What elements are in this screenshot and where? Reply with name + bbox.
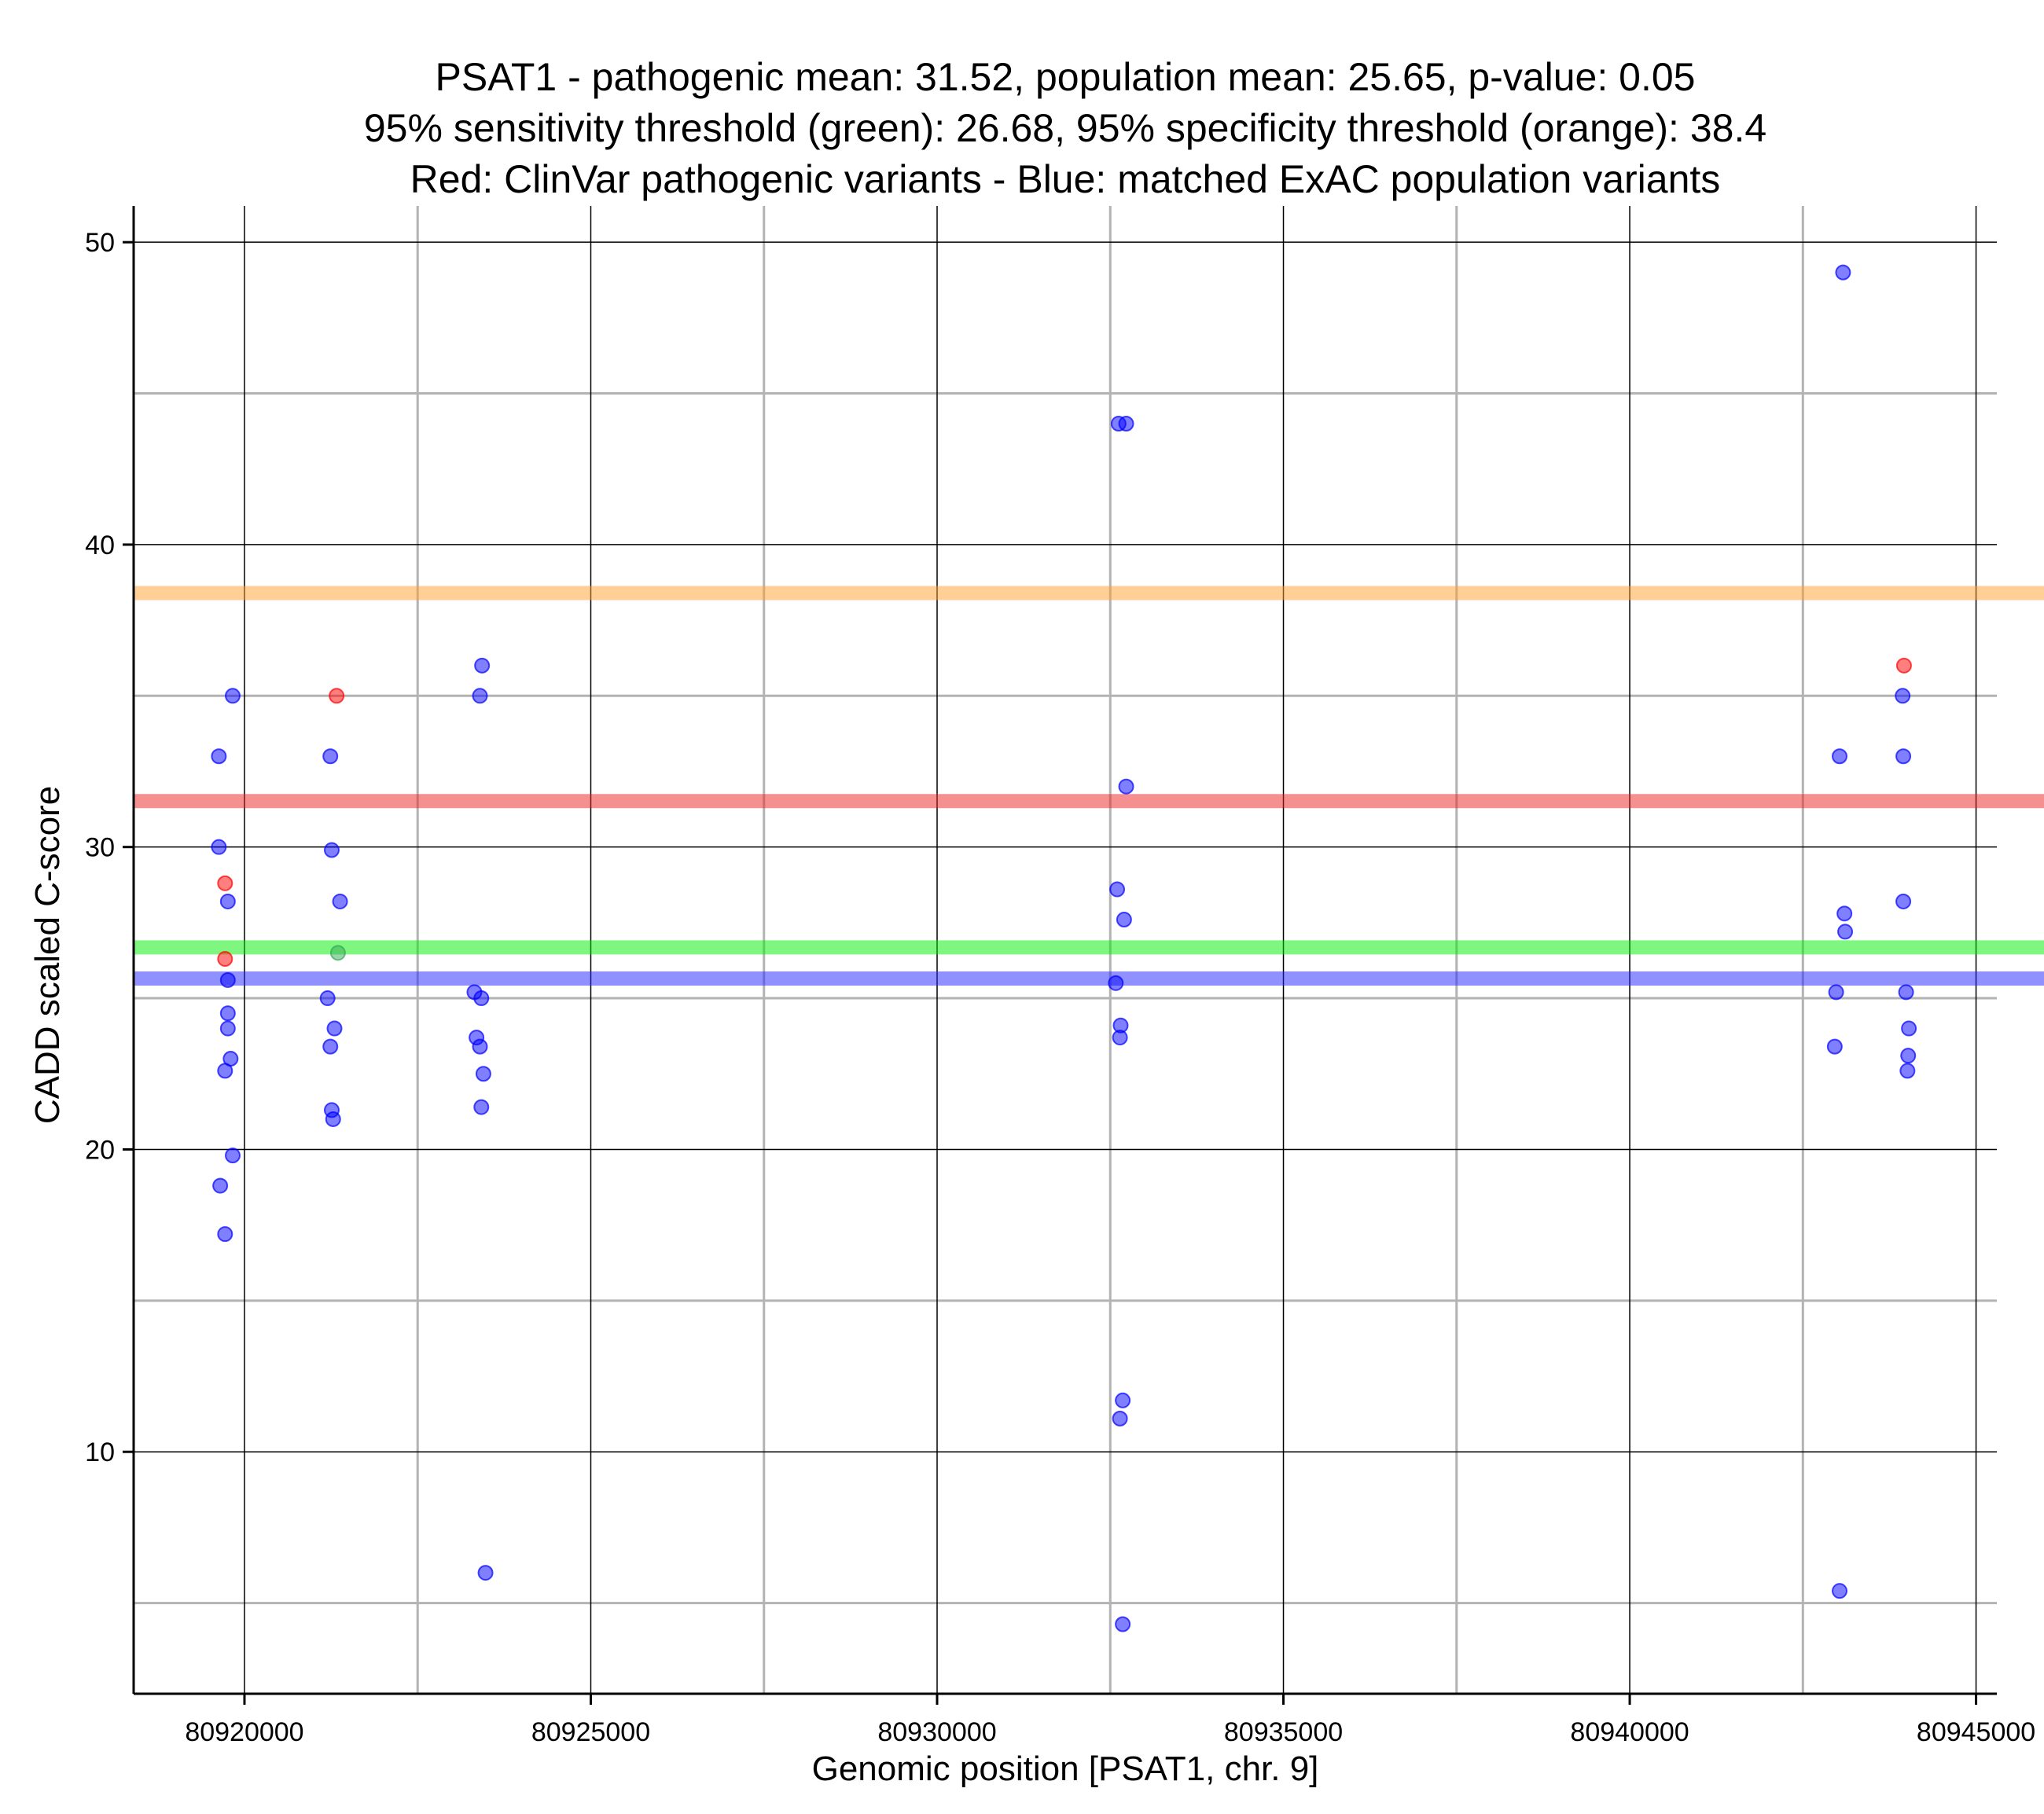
data-point [1900,1048,1917,1064]
data-point [1108,975,1124,991]
data-point [329,688,345,704]
data-point [1835,264,1851,281]
data-point [474,657,491,674]
data-point [475,1066,491,1082]
chart-title-line-2: 95% sensitivity threshold (green): 26.68… [364,106,1766,150]
x-tick-label: 80920000 [185,1717,303,1747]
data-point [217,1226,233,1243]
data-point [322,748,339,765]
data-point [1115,1616,1131,1632]
data-point [1832,748,1848,765]
x-tick-label: 80940000 [1570,1717,1689,1747]
chart-title-line-3: Red: ClinVar pathogenic variants - Blue:… [410,157,1721,201]
data-point [472,1038,488,1055]
data-point [1895,688,1911,704]
x-axis-ticks: 80920000 80925000 80930000 80935000 80940000… [185,1694,2035,1747]
reference-lines [134,586,2044,986]
data-point [212,1177,229,1194]
data-point [477,1565,494,1581]
data-point [217,1063,233,1079]
data-point [219,971,236,988]
y-tick-label: 30 [85,833,115,863]
data-point [1836,905,1853,922]
data-point [323,842,340,858]
y-axis-title: CADD scaled C-score [28,786,67,1124]
data-point [1118,778,1134,795]
data-point [326,1020,343,1037]
data-point [211,748,227,765]
data-point [329,945,346,961]
y-tick-label: 50 [85,228,115,258]
data-point [1899,1063,1916,1079]
data-point [1832,1583,1848,1599]
x-tick-label: 80925000 [531,1717,650,1747]
data-point [211,839,227,855]
data-point [332,893,348,909]
data-point [1109,881,1126,898]
y-axis-ticks: 10 20 30 40 50 [85,228,134,1467]
x-axis-title: Genomic position [PSAT1, chr. 9] [812,1750,1319,1788]
axes [132,206,1997,1695]
data-point [1901,1020,1917,1037]
data-point [219,893,236,909]
data-point [325,1111,341,1127]
y-tick-label: 20 [85,1135,115,1165]
data-point [1895,748,1912,765]
data-point [1112,1030,1128,1046]
data-point [473,1099,490,1115]
data-point [1895,893,1912,909]
data-point [217,875,233,891]
data-point [473,990,490,1007]
data-point [1828,984,1844,1001]
data-point [224,688,241,704]
data-point [1112,1410,1128,1427]
x-tick-label: 80935000 [1224,1717,1343,1747]
data-point [1837,924,1854,940]
data-point [472,688,488,704]
data-point [217,951,233,968]
x-tick-label: 80945000 [1917,1717,2035,1747]
data-point [1826,1038,1843,1055]
data-point [219,1005,236,1022]
data-point [1115,1392,1131,1408]
data-point [219,1020,236,1037]
x-tick-label: 80930000 [877,1717,996,1747]
data-point [319,990,336,1007]
data-point [1898,984,1914,1001]
y-tick-label: 10 [85,1438,115,1467]
y-tick-label: 40 [85,531,115,560]
data-points [211,264,1917,1632]
chart-title-line-1: PSAT1 - pathogenic mean: 31.52, populati… [436,55,1696,99]
data-point [322,1038,339,1055]
data-point [1118,416,1134,432]
data-point [1895,657,1912,674]
data-point [1116,912,1132,928]
data-point [224,1148,241,1164]
